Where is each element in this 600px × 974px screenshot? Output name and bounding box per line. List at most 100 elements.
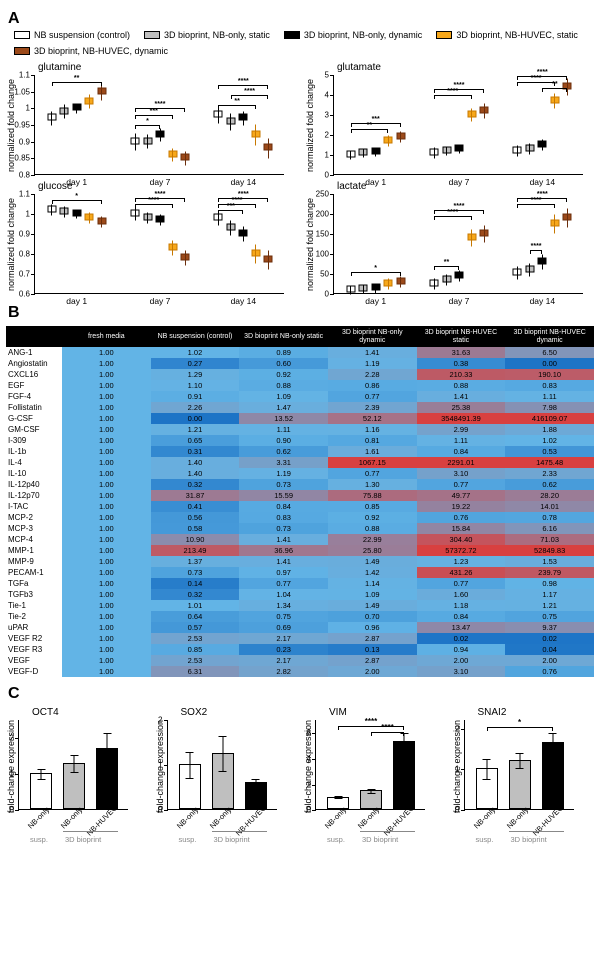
heatmap-cell: 3548491.39 — [417, 413, 506, 424]
heatmap-cell: 10.90 — [151, 534, 240, 545]
heatmap-cell: 0.91 — [151, 391, 240, 402]
heatmap-cell: 0.88 — [239, 380, 328, 391]
data-box — [143, 214, 152, 221]
data-box — [168, 151, 177, 158]
data-box — [131, 210, 140, 217]
panel-c-grid: OCT4fold-change expression012NB-onlyNB-o… — [6, 707, 594, 813]
heatmap-cell: 1.19 — [328, 358, 417, 369]
heatmap-cell: 2.33 — [505, 468, 594, 479]
heatmap-cell: 0.31 — [151, 446, 240, 457]
bar-xlabel: NB-only — [174, 806, 199, 831]
heatmap-table: fresh mediaNB suspension (control)3D bio… — [6, 326, 594, 677]
heatmap-cell: 0.32 — [151, 589, 240, 600]
heatmap-row: I-TAC1.000.410.840.8519.2214.01 — [6, 501, 594, 512]
heatmap-row: Angiostatin1.000.270.601.190.380.00 — [6, 358, 594, 369]
heatmap-cell: 57372.72 — [417, 545, 506, 556]
heatmap-row: TGFb31.000.321.041.091.601.17 — [6, 589, 594, 600]
heatmap-cell: 1.61 — [328, 446, 417, 457]
bar — [393, 741, 415, 809]
heatmap-cell: 0.14 — [151, 578, 240, 589]
subplot: glutaminenormalized fold change0.80.850.… — [6, 62, 295, 175]
legend-swatch — [144, 31, 160, 39]
heatmap-cell: 25.38 — [417, 402, 506, 413]
heatmap-cell: 1.41 — [417, 391, 506, 402]
subplot-title: glucose — [38, 181, 295, 192]
heatmap-cell: 2.99 — [417, 424, 506, 435]
heatmap-cell: 1.16 — [328, 424, 417, 435]
heatmap-cell: 1.04 — [239, 589, 328, 600]
heatmap-cell: 0.83 — [505, 380, 594, 391]
data-box — [214, 111, 223, 118]
heatmap-cell: 1.00 — [62, 556, 151, 567]
x-group-label: day 14 — [530, 293, 556, 306]
heatmap-cell: 0.89 — [239, 347, 328, 358]
heatmap-cell: 0.83 — [239, 512, 328, 523]
heatmap-row-header: VEGF R2 — [6, 633, 62, 644]
heatmap-cell: 0.77 — [328, 468, 417, 479]
heatmap-row-header: MCP-4 — [6, 534, 62, 545]
legend-label: NB suspension (control) — [34, 30, 130, 40]
heatmap-cell: 1.00 — [62, 446, 151, 457]
panel-b-label: B — [8, 304, 594, 322]
bar-sig-bracket — [338, 726, 404, 727]
heatmap-cell: 0.73 — [239, 479, 328, 490]
heatmap-cell: 1.40 — [151, 468, 240, 479]
heatmap-row-header: IL-4 — [6, 457, 62, 468]
sig-bracket — [517, 76, 567, 77]
heatmap-col-header: fresh media — [62, 326, 151, 347]
sig-text: **** — [244, 88, 255, 95]
heatmap-cell: 1.21 — [151, 424, 240, 435]
heatmap-col-header: NB suspension (control) — [151, 326, 240, 347]
heatmap-cell: 2.17 — [239, 655, 328, 666]
heatmap-cell: 1.41 — [239, 534, 328, 545]
bar-title: SNAI2 — [478, 707, 595, 718]
heatmap-cell: 0.69 — [239, 622, 328, 633]
x-group-label: day 7 — [449, 293, 470, 306]
heatmap-cell: 1.23 — [417, 556, 506, 567]
heatmap-row: PECAM-11.000.730.971.42431.26239.79 — [6, 567, 594, 578]
heatmap-cell: 0.73 — [239, 523, 328, 534]
ytick-label: 0 — [325, 290, 334, 299]
heatmap-cell: 0.57 — [151, 622, 240, 633]
ytick-label: 0.9 — [19, 230, 35, 239]
data-box — [264, 256, 273, 263]
heatmap-cell: 2.28 — [328, 369, 417, 380]
heatmap-row-header: FGF-4 — [6, 391, 62, 402]
heatmap-cell: 0.85 — [151, 644, 240, 655]
heatmap-cell: 15.59 — [239, 490, 328, 501]
bar-title: OCT4 — [32, 707, 149, 718]
chart-area: 050100150200250day 1day 7day 14*********… — [333, 194, 583, 294]
heatmap-cell: 2.53 — [151, 633, 240, 644]
data-box — [131, 137, 140, 144]
heatmap-cell: 1.34 — [239, 600, 328, 611]
heatmap-cell: 1.00 — [62, 468, 151, 479]
heatmap-cell: 2.82 — [239, 666, 328, 677]
bar-sig-text: **** — [381, 723, 393, 732]
heatmap-cell: 1.00 — [62, 534, 151, 545]
heatmap-row-header: EGF — [6, 380, 62, 391]
data-box — [239, 230, 248, 237]
heatmap-cell: 9.37 — [505, 622, 594, 633]
heatmap-cell: 0.77 — [328, 391, 417, 402]
heatmap-row: uPAR1.000.570.690.9613.479.37 — [6, 622, 594, 633]
heatmap-cell: 52849.83 — [505, 545, 594, 556]
ytick-label: 1 — [26, 104, 35, 113]
heatmap-cell: 431.26 — [417, 567, 506, 578]
heatmap-cell: 2.87 — [328, 633, 417, 644]
data-box — [156, 216, 165, 223]
heatmap-cell: 75.88 — [328, 490, 417, 501]
bar-xlabel: NB-only — [471, 806, 496, 831]
heatmap-cell: 0.75 — [505, 611, 594, 622]
data-box — [442, 147, 451, 154]
data-box — [181, 154, 190, 161]
data-box — [181, 254, 190, 261]
sig-bracket — [351, 123, 401, 124]
legend-label: 3D bioprint, NB-HUVEC, dynamic — [34, 46, 168, 56]
ytick-label: 0.6 — [19, 290, 35, 299]
bar-xlabel: NB-only — [356, 806, 381, 831]
data-box — [550, 97, 559, 104]
heatmap-row-header: IL-10 — [6, 468, 62, 479]
ytick-label: 0.95 — [14, 121, 35, 130]
data-box — [384, 280, 393, 287]
heatmap-cell: 0.62 — [239, 446, 328, 457]
